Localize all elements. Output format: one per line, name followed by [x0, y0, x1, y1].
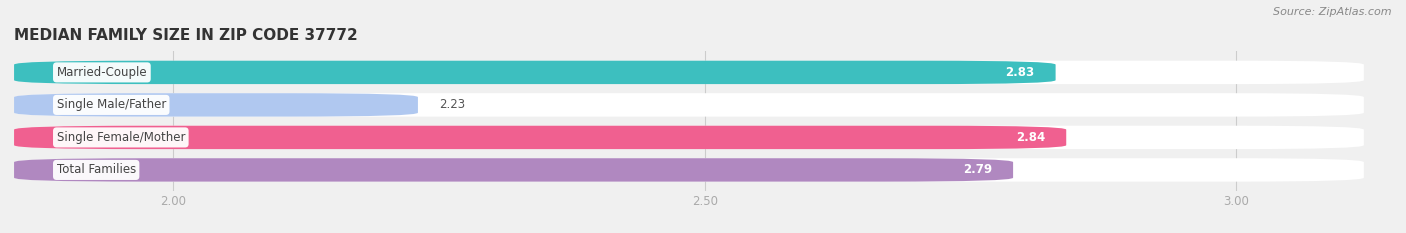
Text: 2.84: 2.84 [1015, 131, 1045, 144]
FancyBboxPatch shape [14, 126, 1066, 149]
FancyBboxPatch shape [14, 158, 1364, 182]
Text: MEDIAN FAMILY SIZE IN ZIP CODE 37772: MEDIAN FAMILY SIZE IN ZIP CODE 37772 [14, 28, 357, 43]
FancyBboxPatch shape [14, 93, 418, 116]
Text: 2.79: 2.79 [963, 163, 991, 176]
FancyBboxPatch shape [14, 61, 1056, 84]
FancyBboxPatch shape [14, 158, 1014, 182]
FancyBboxPatch shape [14, 61, 1364, 84]
Text: 2.83: 2.83 [1005, 66, 1035, 79]
Text: 2.23: 2.23 [439, 98, 465, 111]
FancyBboxPatch shape [14, 93, 1364, 116]
FancyBboxPatch shape [14, 126, 1364, 149]
Text: Single Female/Mother: Single Female/Mother [56, 131, 186, 144]
Text: Source: ZipAtlas.com: Source: ZipAtlas.com [1274, 7, 1392, 17]
Text: Total Families: Total Families [56, 163, 136, 176]
Text: Married-Couple: Married-Couple [56, 66, 148, 79]
Text: Single Male/Father: Single Male/Father [56, 98, 166, 111]
